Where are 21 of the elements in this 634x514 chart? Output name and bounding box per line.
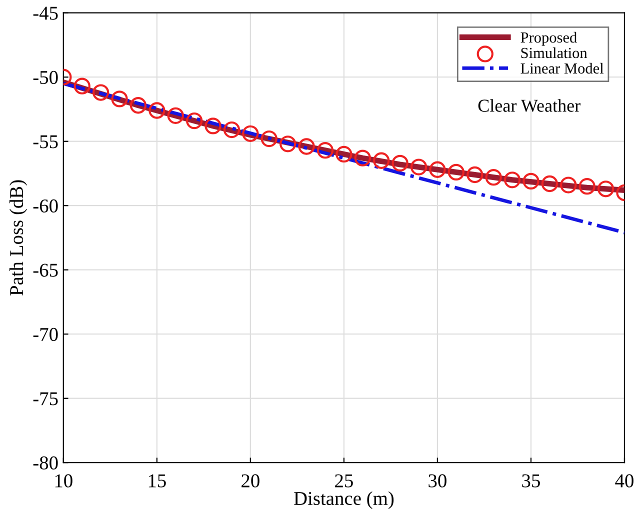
legend-label: Linear Model <box>520 62 604 74</box>
legend-label: Proposed <box>520 32 577 46</box>
y-tick-label: -70 <box>33 328 58 342</box>
x-tick-label: 25 <box>335 474 353 488</box>
x-tick-label: 30 <box>428 474 446 488</box>
x-tick-label: 35 <box>522 474 540 488</box>
y-tick-label: -65 <box>33 264 58 277</box>
x-tick-label: 10 <box>55 474 72 488</box>
x-tick-label: 40 <box>615 474 634 488</box>
y-tick-label: -60 <box>33 199 58 213</box>
annotation: Clear Weather <box>478 99 580 112</box>
legend-label: Simulation <box>521 47 588 58</box>
y-tick-label: -80 <box>33 456 58 470</box>
y-tick-label: -45 <box>33 6 58 20</box>
y-tick-label: -50 <box>33 70 58 84</box>
y-tick-label: -75 <box>33 392 58 406</box>
x-axis-title: Distance (m) <box>294 491 394 509</box>
x-tick-label: 20 <box>242 474 260 488</box>
x-tick-label: 15 <box>148 474 166 488</box>
y-axis-title: Path Loss (dB) <box>9 180 28 296</box>
y-tick-label: -55 <box>33 135 58 148</box>
